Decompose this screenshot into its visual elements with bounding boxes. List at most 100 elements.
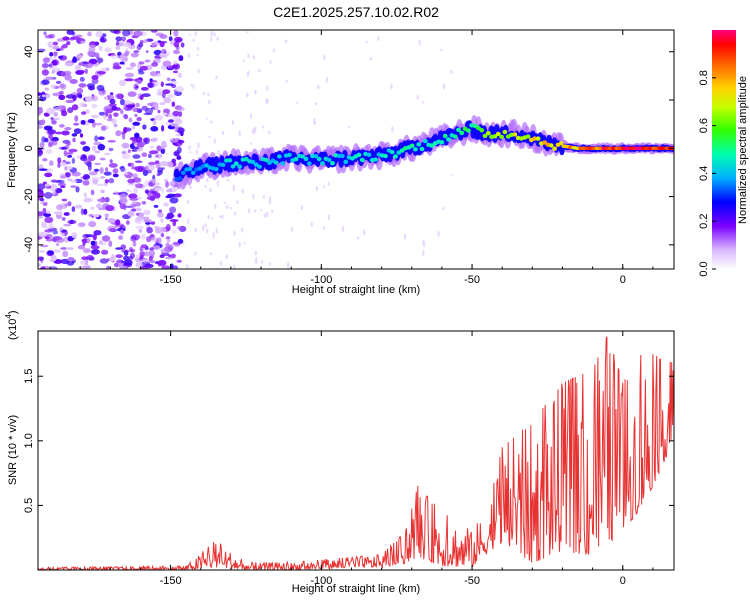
faint-streak	[272, 48, 276, 53]
noise-speckle	[134, 160, 143, 163]
faint-streak	[261, 125, 265, 129]
chart-title: C2E1.2025.257.10.02.R02	[273, 4, 439, 20]
noise-speckle	[132, 173, 138, 179]
faint-streak	[202, 224, 205, 232]
noise-speckle	[71, 232, 78, 239]
noise-speckle	[98, 45, 103, 52]
noise-speckle	[172, 70, 179, 74]
noise-speckle	[163, 144, 168, 148]
noise-speckle	[157, 167, 164, 173]
noise-speckle	[91, 114, 99, 119]
faint-streak	[246, 31, 249, 34]
faint-streak	[249, 113, 253, 119]
noise-speckle	[91, 176, 100, 183]
noise-speckle	[80, 141, 86, 145]
noise-speckle	[141, 93, 151, 97]
noise-speckle	[38, 107, 44, 114]
noise-speckle	[132, 154, 141, 159]
faint-streak	[268, 131, 271, 135]
noise-speckle	[135, 216, 141, 222]
noise-speckle	[168, 36, 173, 42]
noise-speckle	[135, 102, 140, 108]
noise-speckle	[135, 254, 139, 260]
noise-speckle	[90, 245, 100, 250]
noise-speckle	[94, 150, 101, 154]
noise-speckle	[108, 163, 118, 168]
noise-speckle	[105, 167, 109, 172]
noise-speckle	[140, 87, 149, 91]
noise-speckle	[130, 52, 139, 58]
faint-streak	[236, 200, 239, 205]
noise-speckle	[109, 103, 117, 107]
noise-speckle	[108, 228, 116, 232]
noise-speckle	[67, 166, 73, 170]
noise-speckle	[121, 153, 131, 160]
noise-speckle	[51, 69, 55, 74]
faint-streak	[213, 32, 216, 37]
noise-speckle	[111, 254, 115, 260]
noise-speckle	[108, 147, 114, 152]
noise-speckle	[92, 52, 100, 58]
faint-streak	[194, 251, 197, 256]
noise-speckle	[146, 236, 152, 243]
ridge-core	[446, 137, 451, 142]
noise-speckle	[82, 175, 87, 180]
noise-speckle	[177, 106, 185, 112]
noise-speckle	[97, 136, 105, 140]
faint-streak	[190, 83, 193, 87]
noise-speckle	[139, 65, 148, 71]
faint-streak	[187, 52, 191, 59]
ridge-core	[280, 161, 286, 166]
noise-speckle	[134, 113, 138, 118]
ridge-core	[306, 161, 312, 166]
noise-speckle	[126, 220, 130, 225]
noise-speckle	[59, 83, 65, 89]
noise-speckle	[121, 142, 130, 149]
noise-speckle	[133, 83, 139, 91]
noise-speckle	[146, 196, 156, 201]
faint-streak	[450, 69, 453, 74]
noise-speckle	[158, 226, 167, 233]
noise-speckle	[85, 234, 94, 238]
ridge-core	[525, 134, 531, 139]
noise-speckle	[88, 214, 94, 217]
ridge-core	[476, 125, 481, 131]
noise-speckle	[38, 168, 48, 171]
noise-speckle	[71, 57, 78, 64]
faint-streak	[325, 76, 329, 83]
faint-streak	[210, 217, 213, 220]
noise-speckle	[139, 95, 144, 100]
faint-streak	[248, 208, 251, 214]
ridge-core	[330, 161, 335, 166]
noise-speckle	[86, 238, 91, 244]
noise-speckle	[90, 240, 96, 246]
noise-speckle	[127, 162, 135, 167]
noise-speckle	[79, 76, 85, 82]
noise-speckle	[119, 197, 128, 205]
ridge-core	[383, 153, 388, 159]
noise-speckle	[91, 104, 98, 109]
noise-speckle	[44, 34, 53, 39]
noise-speckle	[103, 171, 112, 176]
noise-speckle	[129, 197, 139, 201]
noise-speckle	[127, 210, 135, 217]
noise-speckle	[165, 181, 169, 188]
ridge-core	[459, 130, 465, 136]
noise-speckle	[60, 258, 70, 265]
noise-speckle	[50, 138, 57, 142]
noise-speckle	[145, 221, 151, 225]
faint-streak	[252, 54, 256, 60]
noise-speckle	[160, 232, 165, 238]
noise-speckle	[61, 217, 66, 221]
faint-streak	[206, 178, 209, 183]
noise-speckle	[176, 226, 183, 230]
noise-speckle	[158, 153, 162, 160]
noise-speckle	[177, 146, 182, 154]
noise-speckle	[91, 249, 100, 255]
noise-speckle	[79, 133, 84, 138]
noise-speckle	[144, 59, 151, 63]
noise-speckle	[142, 258, 150, 263]
faint-streak	[268, 196, 272, 201]
noise-speckle	[163, 97, 172, 104]
spectrogram-panel: -150 -100 -50 0 -40 -20 0 20 40 Height of strai…	[6, 29, 675, 296]
